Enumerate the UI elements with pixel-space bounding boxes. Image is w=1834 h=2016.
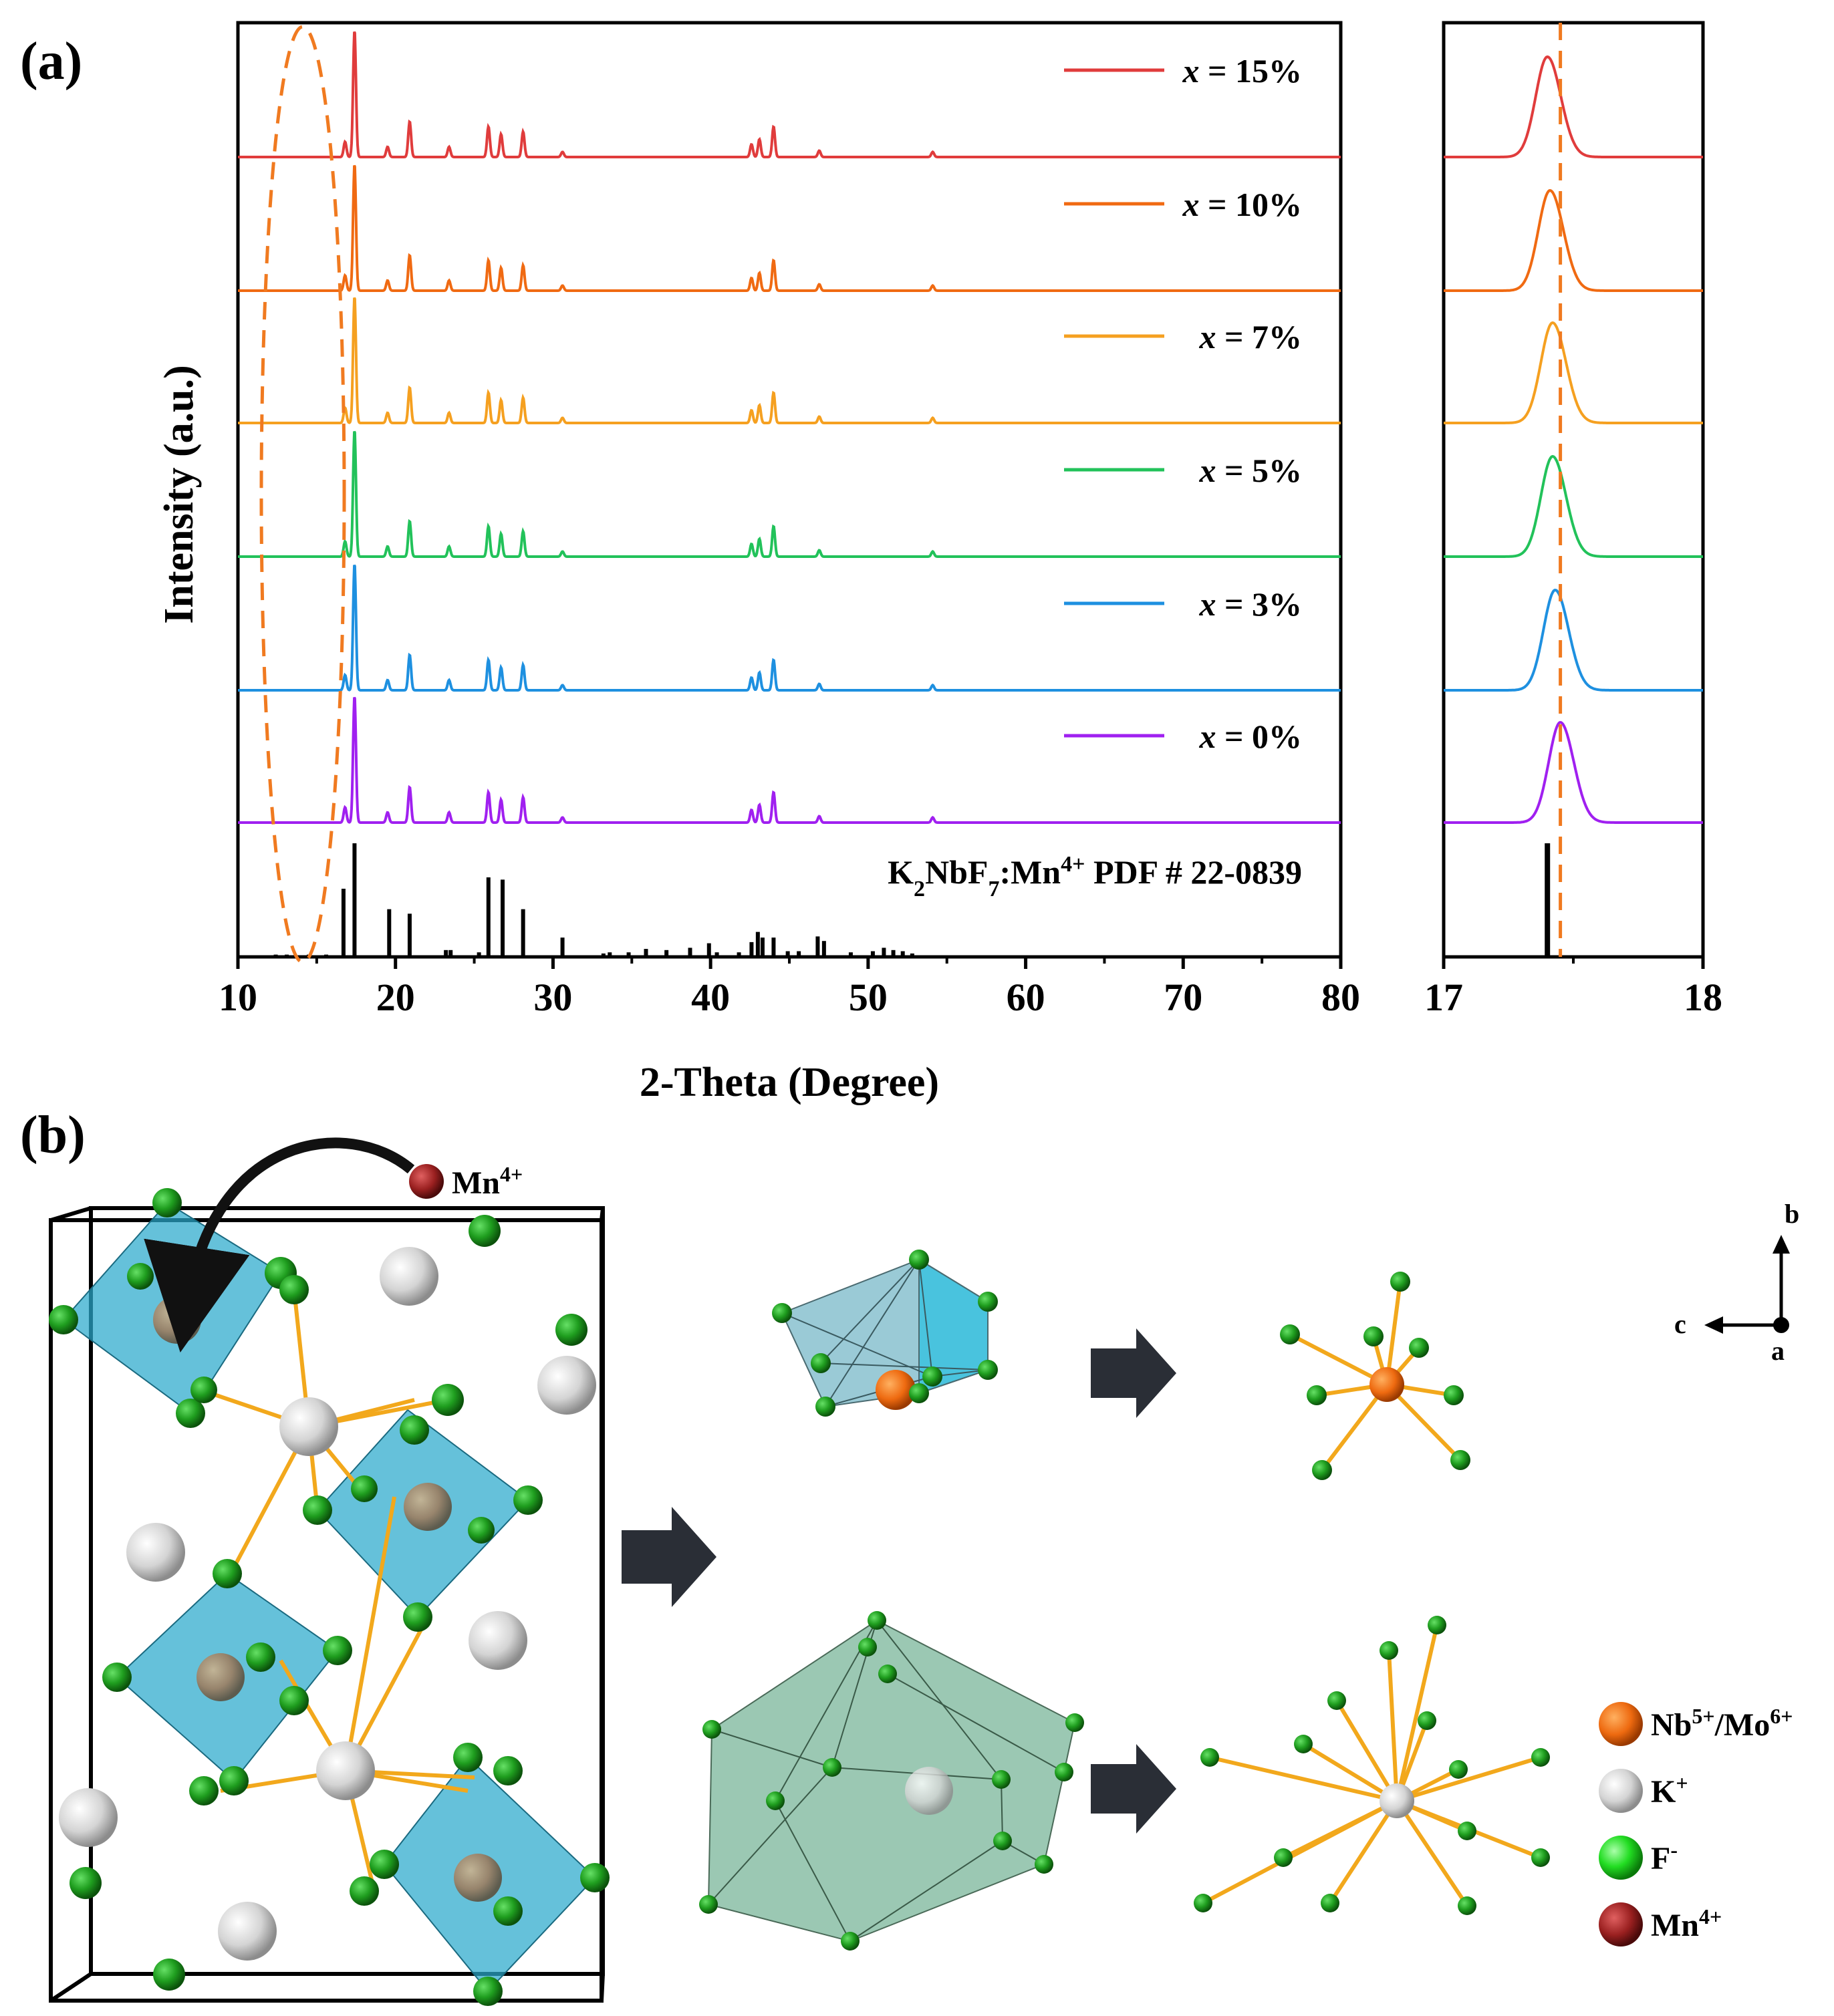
series-line [238,564,1341,692]
mn-callout-label: Mn4+ [452,1162,523,1201]
nb-polyhedron [772,1250,998,1417]
main-series-group [238,31,1341,824]
k-coordination [1194,1616,1550,1915]
legend-label-f: F- [1651,1838,1678,1876]
legend-label: x = 0% [1199,718,1303,755]
series-line [238,164,1341,292]
x-axis-label: 2-Theta (Degree) [640,1060,939,1105]
main-plot-frame [236,21,1343,959]
reference-label: K2NbF7:Mn4+ PDF # 22-0839 [888,852,1302,901]
inset-series-line [1444,454,1703,558]
legend-label: x = 15% [1182,52,1303,90]
inset-series-line [1444,55,1703,158]
nb-coordination [1280,1272,1470,1480]
atom-legend: Nb5+/Mo6+ K+ F- Mn4+ [1599,1702,1793,1947]
legend-label-nb: Nb5+/Mo6+ [1651,1704,1793,1743]
process-arrows [622,1328,1176,1834]
axis-c-label: c [1674,1309,1686,1339]
x-tick-label: 40 [691,976,730,1019]
peak-highlight-ellipse [259,25,346,964]
series-line [238,430,1341,558]
inset-series-line [1444,589,1703,692]
x-tick-label: 50 [849,976,888,1019]
x-tick-label: 30 [533,976,572,1019]
x-tick-label: 60 [1007,976,1045,1019]
inset-series-line [1444,189,1703,292]
x-tick-label: 10 [219,976,257,1019]
x-tick-label: 20 [376,976,415,1019]
inset-series-group [1444,23,1703,957]
axis-b-label: b [1785,1199,1799,1229]
x-tick-label: 70 [1164,976,1202,1019]
legend-label: x = 5% [1199,452,1303,489]
legend-swatch-k [1599,1769,1643,1813]
legend-label-k: K+ [1651,1771,1688,1810]
legend-swatch-nb [1599,1702,1643,1746]
axis-a-label: a [1771,1336,1785,1366]
inset-plot-frame [1442,21,1705,959]
cell-f-atoms [49,1188,610,2006]
inset-x-tick-label: 18 [1684,976,1722,1019]
axes-triad: b c a [1674,1199,1799,1366]
series-line [238,696,1341,824]
unit-cell [49,1206,605,2003]
substitution-arrow [144,1137,415,1353]
legend-swatch-f [1599,1836,1643,1880]
legend-label: x = 10% [1182,186,1303,223]
octahedra [62,1201,596,1993]
mn-callout-atom [409,1164,444,1199]
legend: x = 15% x = 10% x = 7% x = 5% x = 3% x = 0% [1064,52,1302,755]
inset-x-tick-label: 17 [1424,976,1463,1019]
panel-b-label: (b) [20,1106,86,1165]
panel-a-label: (a) [20,32,82,91]
legend-label: x = 3% [1199,585,1303,623]
k-polyhedron [699,1611,1084,1951]
cell-k-atoms [59,1247,596,1961]
main-x-axis: 10 20 30 40 50 60 70 80 [219,957,1360,1019]
series-line [238,31,1341,158]
x-tick-label: 80 [1321,976,1360,1019]
legend-label: x = 7% [1199,318,1303,355]
series-line [238,297,1341,424]
y-axis-label: Intensity (a.u.) [156,365,202,624]
legend-swatch-mn [1599,1902,1643,1947]
reference-sticks [273,843,914,957]
legend-label-mn: Mn4+ [1651,1904,1722,1943]
inset-series-line [1444,721,1703,824]
inset-series-line [1444,321,1703,424]
inset-x-axis: 17 18 [1424,957,1722,1019]
